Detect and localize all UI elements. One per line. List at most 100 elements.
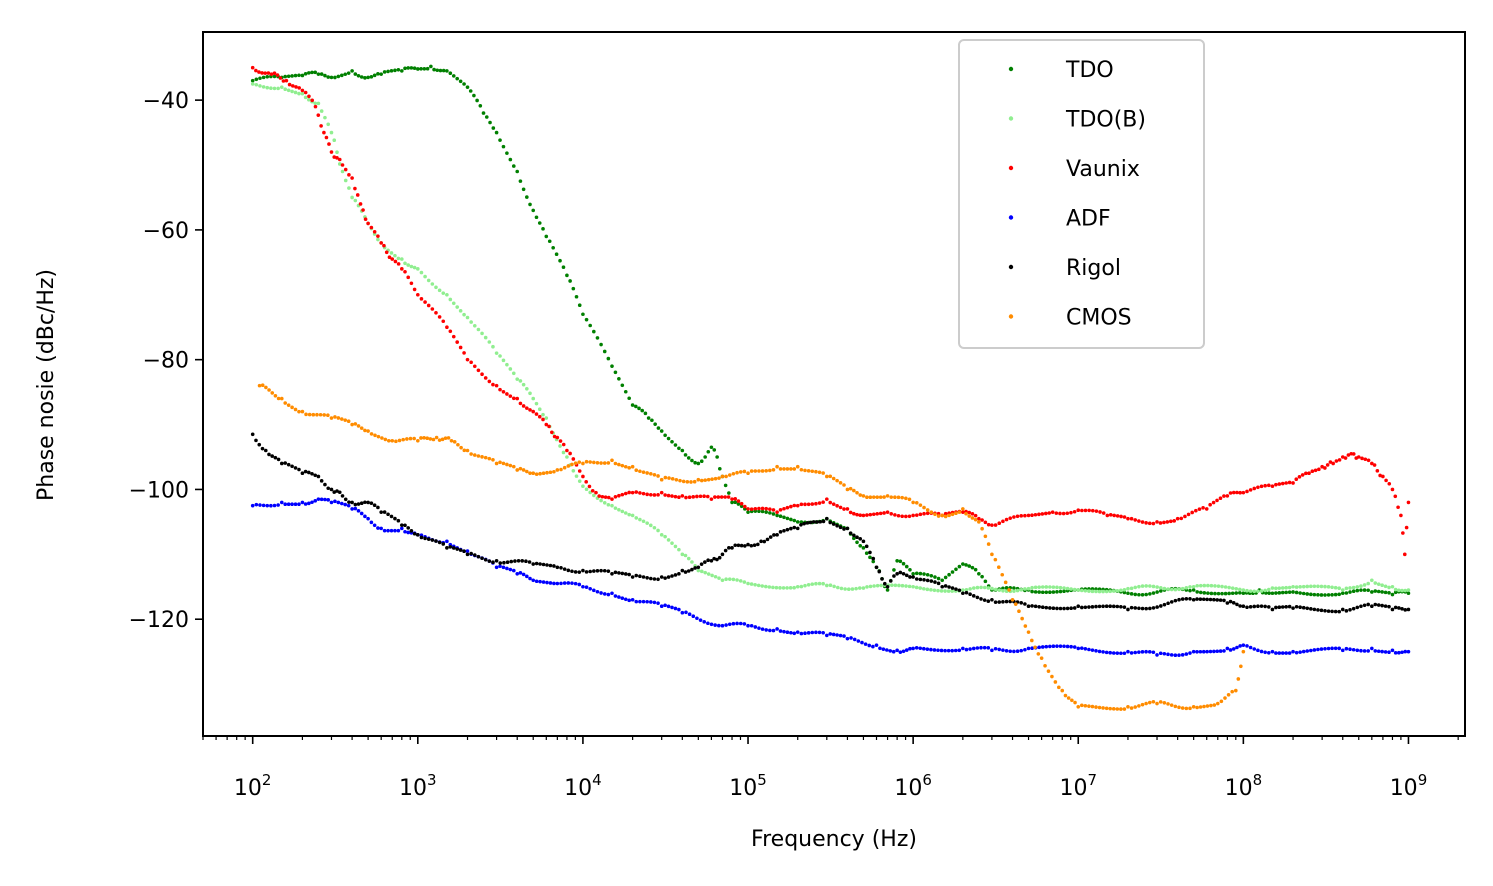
- data-point: [901, 649, 906, 654]
- data-point: [973, 517, 978, 522]
- data-point: [950, 589, 954, 593]
- data-point: [1122, 590, 1127, 595]
- data-point: [1370, 590, 1374, 594]
- data-point: [513, 559, 517, 563]
- data-point: [261, 503, 266, 508]
- data-point: [571, 469, 576, 473]
- data-point: [990, 523, 994, 527]
- data-point: [480, 331, 484, 336]
- data-point: [521, 187, 526, 192]
- data-point: [656, 493, 660, 497]
- data-point: [1287, 585, 1292, 590]
- data-point: [861, 513, 866, 518]
- data-point: [1080, 646, 1084, 650]
- data-point: [1390, 607, 1395, 612]
- x-tick-label: 108: [1225, 771, 1263, 801]
- data-point: [641, 470, 646, 474]
- data-point: [782, 528, 786, 533]
- data-point: [648, 492, 653, 497]
- data-point: [677, 547, 681, 552]
- data-point: [310, 98, 315, 103]
- data-point: [1206, 583, 1210, 588]
- data-point: [821, 500, 825, 504]
- data-point: [1393, 590, 1398, 595]
- data-point: [1173, 587, 1178, 592]
- data-point: [696, 565, 701, 570]
- data-point: [419, 535, 424, 540]
- data-point: [861, 539, 866, 544]
- data-point: [1013, 602, 1018, 606]
- data-point: [1090, 704, 1095, 709]
- data-point: [393, 528, 397, 533]
- data-point: [437, 540, 442, 545]
- data-point: [487, 559, 492, 563]
- data-point: [1169, 600, 1174, 604]
- data-point: [1015, 514, 1020, 519]
- data-point: [346, 503, 351, 508]
- data-point: [805, 521, 810, 525]
- data-point: [900, 514, 904, 519]
- data-point: [967, 514, 972, 518]
- data-point: [1333, 585, 1338, 590]
- data-point: [335, 489, 339, 493]
- data-point: [1366, 581, 1370, 586]
- data-point: [254, 77, 259, 82]
- data-point: [1202, 591, 1207, 595]
- data-point: [1076, 604, 1081, 609]
- data-point: [1050, 510, 1055, 514]
- data-point: [1362, 649, 1367, 653]
- data-point: [1252, 486, 1257, 491]
- data-point: [1104, 604, 1109, 609]
- data-point: [577, 303, 582, 308]
- data-point: [979, 585, 983, 590]
- data-point: [610, 458, 614, 463]
- data-point: [659, 477, 664, 482]
- data-point: [1144, 592, 1148, 597]
- data-point: [901, 571, 906, 576]
- data-point: [521, 382, 526, 387]
- data-point: [434, 285, 438, 290]
- data-point: [428, 437, 433, 441]
- data-point: [753, 625, 758, 629]
- data-point: [814, 469, 818, 474]
- data-point: [521, 468, 526, 472]
- data-point: [561, 442, 566, 447]
- data-point: [982, 585, 987, 590]
- data-point: [1340, 455, 1345, 459]
- data-point: [640, 408, 645, 413]
- data-point: [1206, 591, 1210, 595]
- data-point: [1370, 604, 1374, 609]
- data-point: [1188, 706, 1192, 711]
- data-point: [699, 459, 704, 464]
- data-point: [993, 523, 998, 527]
- data-point: [483, 455, 488, 460]
- data-point: [379, 72, 383, 76]
- data-point: [696, 477, 701, 482]
- data-point: [1188, 585, 1192, 589]
- data-point: [1012, 589, 1016, 593]
- data-point: [1202, 704, 1206, 709]
- data-point: [336, 500, 341, 505]
- data-point: [287, 82, 292, 87]
- data-point: [258, 76, 262, 81]
- data-point: [1277, 605, 1282, 610]
- data-point: [1205, 597, 1209, 602]
- data-point: [623, 597, 628, 602]
- data-point: [677, 495, 681, 500]
- data-point: [393, 68, 397, 73]
- data-point: [1140, 606, 1145, 611]
- data-point: [1370, 461, 1374, 466]
- data-point: [1179, 516, 1184, 521]
- data-point: [397, 438, 402, 443]
- data-point: [350, 69, 354, 73]
- data-point: [1373, 649, 1378, 653]
- data-point: [1155, 585, 1159, 589]
- data-point: [1168, 519, 1173, 524]
- data-point: [1227, 591, 1231, 596]
- data-point: [1270, 607, 1275, 612]
- data-point: [757, 509, 761, 514]
- y-tick-label: −40: [143, 89, 189, 114]
- data-point: [1155, 605, 1159, 609]
- data-point: [1119, 604, 1123, 609]
